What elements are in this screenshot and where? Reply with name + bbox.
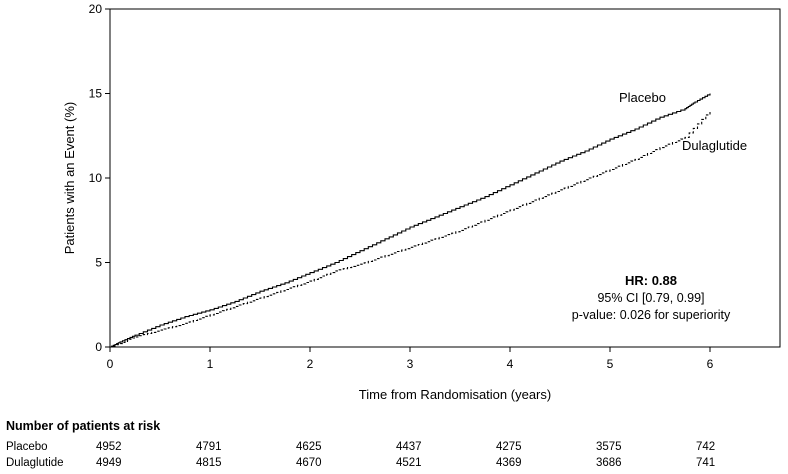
risk-cell: 4952 xyxy=(96,441,122,453)
series-lines xyxy=(110,93,711,348)
x-tick-label: 5 xyxy=(607,357,614,371)
risk-cell: 4670 xyxy=(296,457,322,469)
y-axis-label: Patients with an Event (%) xyxy=(62,102,77,254)
legend-dulaglutide: Dulaglutide xyxy=(682,138,747,153)
x-tick-label: 4 xyxy=(507,357,514,371)
risk-cell: 4791 xyxy=(196,441,222,453)
x-tick-label: 0 xyxy=(107,357,114,371)
ci-annotation: 95% CI [0.79, 0.99] xyxy=(597,291,704,305)
risk-cell: 3575 xyxy=(596,441,622,453)
y-tick-label: 0 xyxy=(95,340,102,354)
y-tick-label: 20 xyxy=(89,2,103,16)
p-annotation: p-value: 0.026 for superiority xyxy=(572,308,731,322)
risk-cell: 4521 xyxy=(396,457,422,469)
y-tick-label: 5 xyxy=(95,256,102,270)
risk-cell: 4437 xyxy=(396,441,422,453)
hr-annotation: HR: 0.88 xyxy=(625,273,677,288)
x-tick-label: 1 xyxy=(207,357,214,371)
x-tick-label: 3 xyxy=(407,357,414,371)
risk-cell: 4625 xyxy=(296,441,322,453)
x-tick-label: 6 xyxy=(707,357,714,371)
series-line-placebo xyxy=(110,93,711,348)
y-tick-label: 15 xyxy=(89,87,103,101)
x-axis-label: Time from Randomisation (years) xyxy=(359,387,551,402)
risk-cell: 4275 xyxy=(496,441,522,453)
risk-row-label-placebo: Placebo xyxy=(6,441,48,453)
risk-cell: 742 xyxy=(696,441,716,453)
risk-cell: 4815 xyxy=(196,457,222,469)
x-tick-label: 2 xyxy=(307,357,314,371)
series-line-dulaglutide xyxy=(110,110,711,348)
legend-placebo: Placebo xyxy=(619,90,666,105)
y-axis: 0 5 10 15 20 xyxy=(89,2,110,354)
x-axis: 0 1 2 3 4 5 6 xyxy=(107,347,714,371)
risk-table-title: Number of patients at risk xyxy=(6,419,161,433)
risk-cell: 4949 xyxy=(96,457,122,469)
risk-row-label-dulaglutide: Dulaglutide xyxy=(6,457,64,469)
risk-cell: 741 xyxy=(696,457,716,469)
risk-cell: 4369 xyxy=(496,457,522,469)
risk-cell: 3686 xyxy=(596,457,622,469)
y-tick-label: 10 xyxy=(89,171,103,185)
